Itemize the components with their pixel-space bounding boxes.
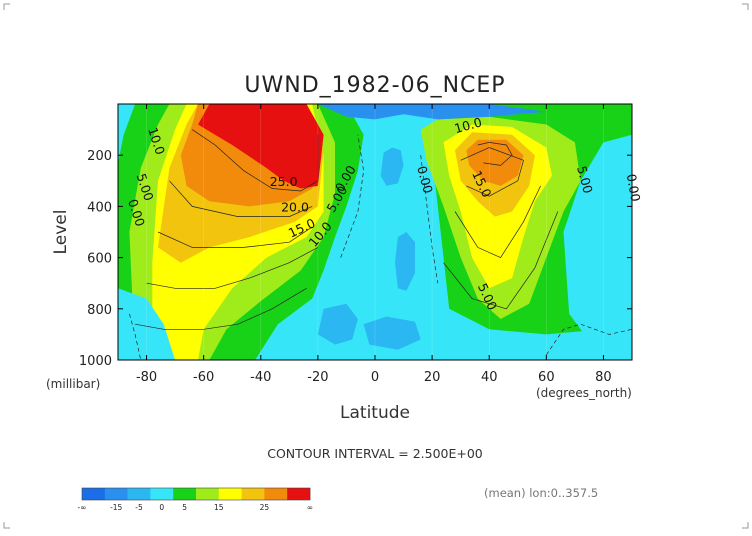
contour-line [146, 247, 319, 289]
tropical-blue-4 [363, 316, 421, 350]
plot-area [118, 104, 632, 360]
x-tick-label: 40 [481, 370, 498, 385]
x-tick-label: -80 [136, 370, 157, 385]
colorbar-label: -∞ [78, 503, 87, 512]
x-tick-label: -40 [250, 370, 271, 385]
x-tick-label: -60 [193, 370, 214, 385]
x-tick-label: 0 [371, 370, 379, 385]
tropical-blue-1 [380, 147, 404, 186]
contour-line [135, 287, 307, 330]
colorbar-frame [81, 487, 311, 501]
north-pole-cyan [563, 134, 632, 360]
contour-label: 5.00 [574, 164, 596, 195]
tropical-blue-3 [317, 303, 358, 345]
tropical-blue-2 [395, 232, 415, 291]
x-tick-label: 20 [424, 370, 441, 385]
contour-line-dashed [129, 313, 142, 360]
contour-line [169, 180, 313, 217]
colorbar-swatch [287, 488, 311, 500]
y-tick-label: 200 [87, 149, 112, 164]
contour-label: 20.0 [281, 200, 309, 215]
colorbar-label: -15 [110, 503, 122, 512]
colorbar-swatch [82, 488, 106, 500]
x-tick-label: -20 [307, 370, 328, 385]
contour-line-dashed [340, 134, 364, 258]
colorbar-label: 0 [159, 503, 164, 512]
colorbar-swatch [264, 488, 288, 500]
colorbar-swatch [150, 488, 174, 500]
contour-line [454, 185, 541, 259]
y-tick-label: 1000 [79, 354, 112, 369]
contour-line [477, 142, 513, 166]
x-axis-unit: (degrees_north) [536, 386, 632, 400]
colorbar-label: 5 [182, 503, 187, 512]
chart-title: UWND_1982-06_NCEP [244, 73, 505, 98]
y-axis-unit: (millibar) [46, 377, 100, 391]
colorbar-swatch [104, 488, 128, 500]
footer-note: (mean) lon:0..357.5 [484, 486, 598, 500]
x-axis-label: Latitude [340, 403, 410, 423]
x-axis-ticks: -80 -60 -40 -20 0 20 40 60 80 [136, 104, 612, 385]
contour-line [157, 226, 313, 248]
colorbar-swatch [173, 488, 197, 500]
contour-line-dashed [546, 323, 632, 356]
x-tick-label: 60 [538, 370, 555, 385]
corner-marks [3, 3, 749, 529]
colorbar-label: 15 [214, 503, 224, 512]
colorbar-swatch [127, 488, 151, 500]
colorbar-label: ∞ [307, 503, 313, 512]
y-tick-label: 600 [87, 252, 112, 267]
colorbar-label: -5 [135, 503, 143, 512]
y-tick-label: 400 [87, 200, 112, 215]
contour-line [443, 211, 559, 310]
contour-interval-label: CONTOUR INTERVAL = 2.500E+00 [267, 446, 483, 461]
south-jet-red [198, 104, 324, 189]
contour-label: 25.0 [270, 174, 298, 189]
colorbar: -∞ -15 -5 0 5 15 25 ∞ [78, 487, 313, 512]
y-axis-label: Level [51, 210, 71, 255]
contour-label: 10.0 [453, 114, 484, 136]
colorbar-label: 25 [260, 503, 270, 512]
x-tick-label: 80 [595, 370, 612, 385]
colorbar-swatch [218, 488, 242, 500]
contour-line [460, 147, 524, 197]
colorbar-swatch [196, 488, 220, 500]
colorbar-swatch [241, 488, 265, 500]
south-surface-cyan [118, 288, 176, 360]
contour-label: 0.00 [624, 173, 644, 203]
y-tick-label: 800 [87, 303, 112, 318]
y-axis-ticks: 200 400 600 800 1000 [79, 149, 632, 369]
contour-label: 0.00 [414, 164, 436, 195]
contour-line-dashed [420, 155, 439, 284]
contour-line [192, 129, 319, 192]
